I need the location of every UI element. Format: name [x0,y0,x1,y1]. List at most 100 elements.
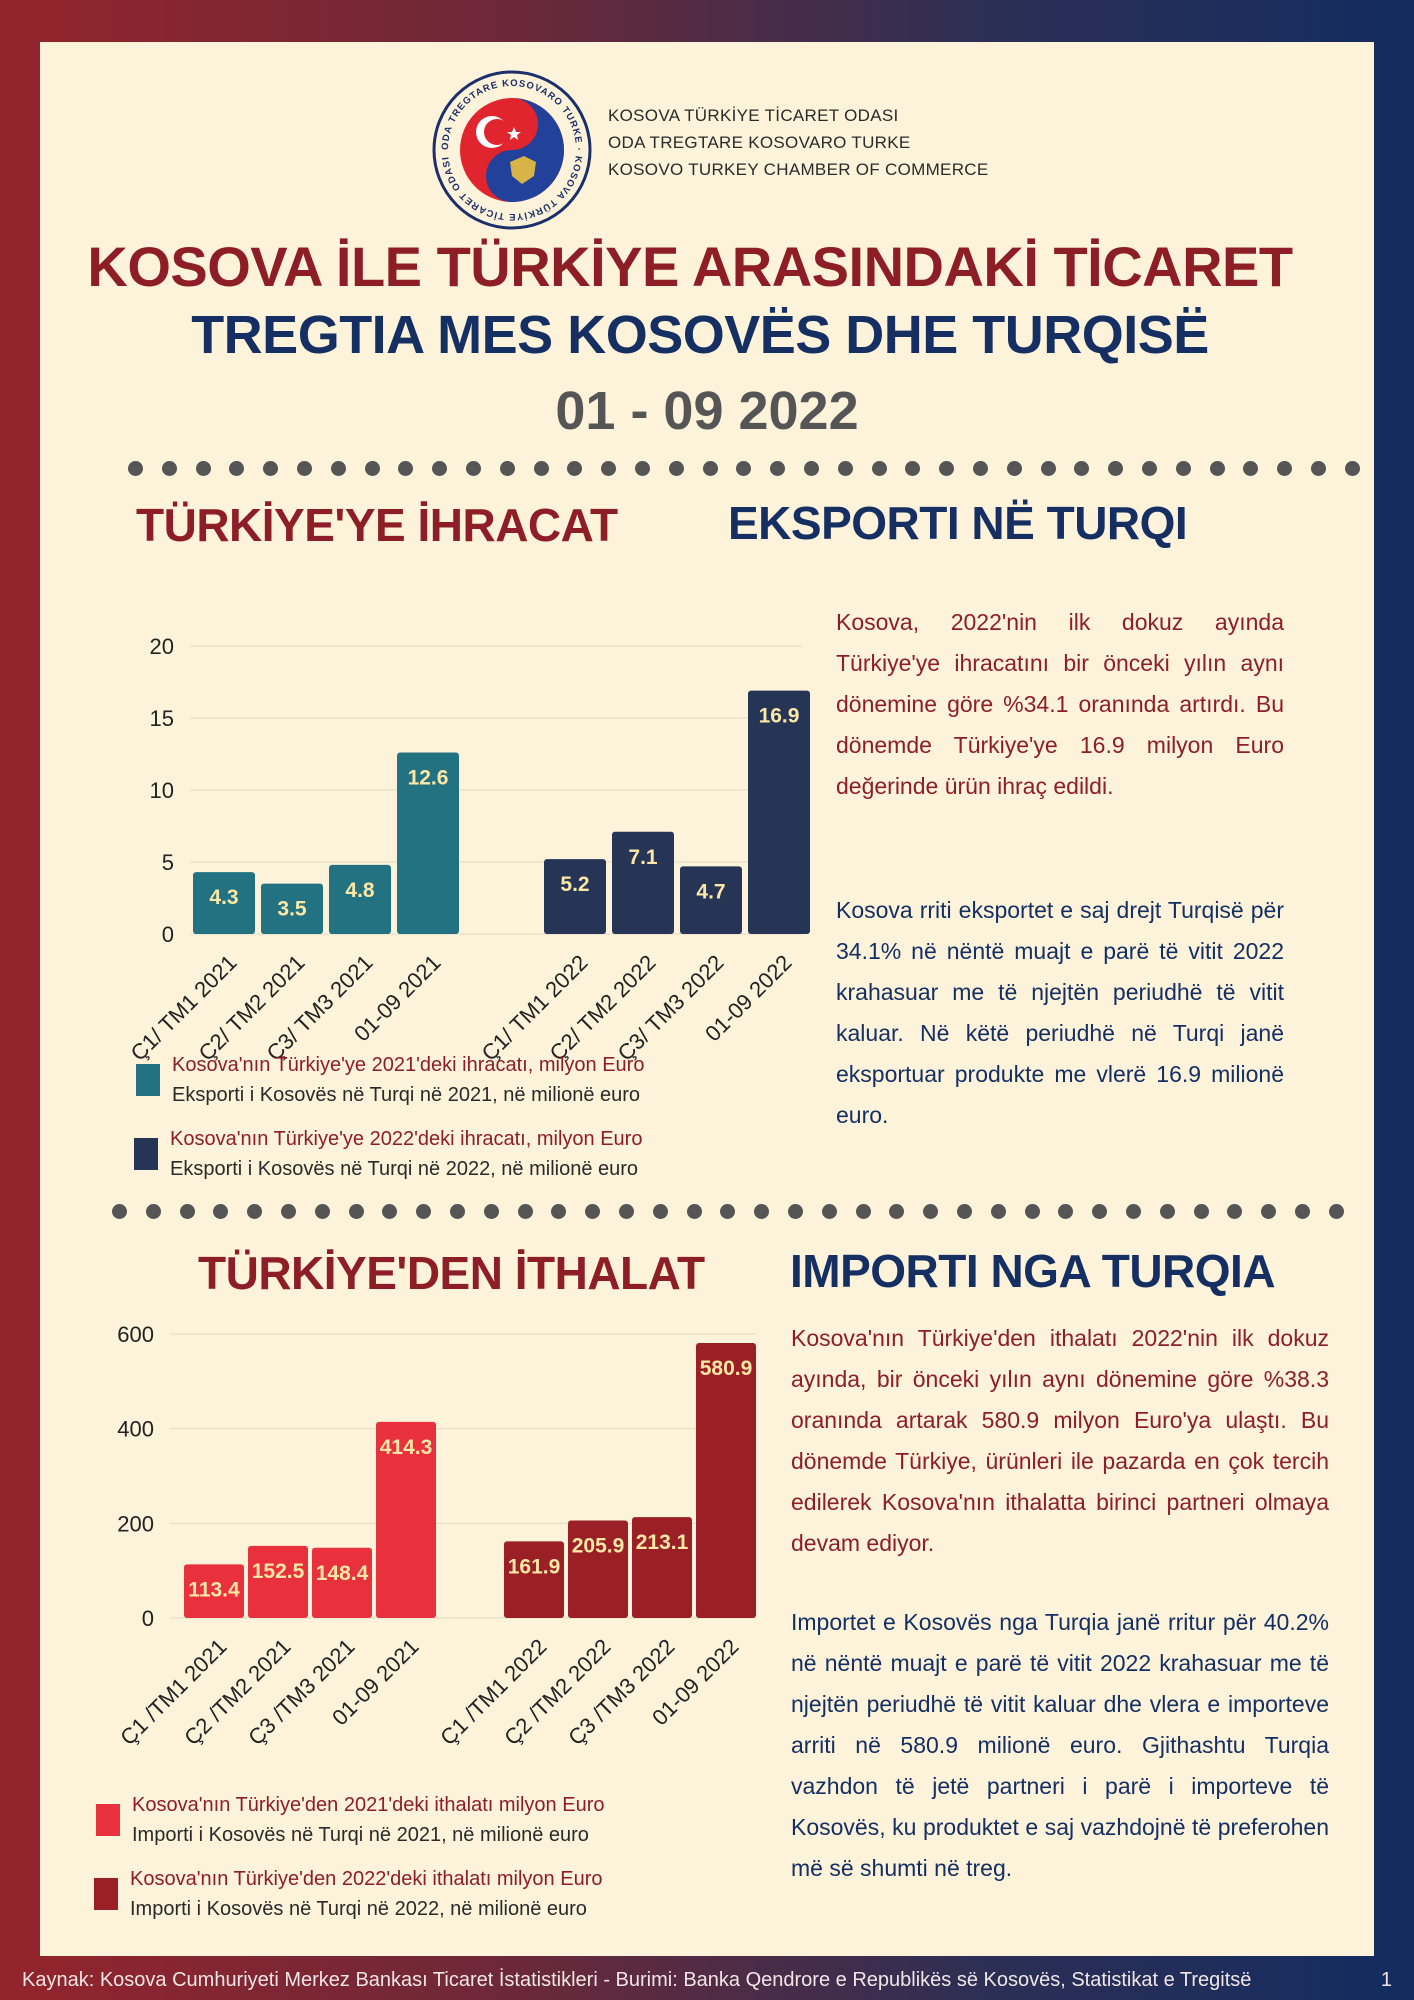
divider-dot [179,1204,195,1219]
divider-dot [1175,461,1191,476]
divider-dot [821,1204,837,1219]
divider-dot [263,461,279,476]
bar [544,859,606,934]
divider-dot [754,1204,770,1219]
bar [312,1547,372,1618]
divider-dot [296,461,312,476]
divider-dot [247,1204,263,1219]
export-title-sq: EKSPORTI NË TURQI [728,497,1188,549]
divider-dot [1310,461,1326,476]
org-names: KOSOVA TÜRKİYE TİCARET ODASI ODA TREGTAR… [608,102,989,183]
export-paragraph-sq: Kosova rriti eksportet e saj drejt Turqi… [836,897,1284,1128]
legend-text-tr: Kosova'nın Türkiye'ye 2022'deki ihracatı… [170,1128,643,1150]
divider-dot [161,461,177,476]
divider-dot [1108,461,1124,476]
divider-dot [449,1204,465,1219]
divider-dot [533,461,549,476]
legend-swatch-import-2021 [96,1804,120,1836]
bar [184,1564,244,1618]
bar-value-label: 4.7 [696,880,725,903]
bar-value-label: 16.9 [759,705,800,728]
import-legend-2021: Kosova'nın Türkiye'den 2021'deki ithalat… [96,1790,604,1850]
bar-value-label: 152.5 [252,1560,305,1583]
divider-dot [1006,461,1022,476]
divider-dot [1058,1204,1074,1219]
bar [680,866,742,934]
org-name-en: KOSOVO TURKEY CHAMBER OF COMMERCE [608,160,989,179]
legend-text-sq: Importi i Kosovës në Turqi në 2022, në m… [130,1898,587,1920]
divider-dot [330,461,346,476]
footer: Kaynak: Kosova Cumhuriyeti Merkez Bankas… [0,1960,1414,2000]
divider-dot [601,461,617,476]
bar [568,1520,628,1618]
divider-dot [145,1204,161,1219]
org-name-tr: KOSOVA TÜRKİYE TİCARET ODASI [608,106,899,125]
divider-dot [736,461,752,476]
divider-dot [1277,461,1293,476]
divider-dot [1209,461,1225,476]
import-paragraph-sq: Importet e Kosovës nga Turqia janë rritu… [791,1609,1329,1881]
divider-dot [803,461,819,476]
bar-value-label: 113.4 [188,1578,240,1601]
divider-dot [668,461,684,476]
y-tick-label: 5 [162,850,174,875]
bar [696,1343,756,1618]
divider-dot [634,461,650,476]
divider-dot [990,1204,1006,1219]
bar [376,1421,436,1618]
divider-dot [348,1204,364,1219]
bar-value-label: 3.5 [277,898,307,921]
period-title: 01 - 09 2022 [555,381,859,441]
legend-text-sq: Eksporti i Kosovës në Turqi në 2021, në … [172,1084,641,1106]
page-number: 1 [1380,1969,1392,1991]
divider-dot [923,1204,939,1219]
divider-dot [770,461,786,476]
bar [248,1545,308,1618]
divider-dot [1344,461,1360,476]
y-tick-label: 0 [162,922,174,947]
divider-dot [889,1204,905,1219]
export-paragraph-tr: Kosova, 2022'nin ilk dokuz ayında Türkiy… [836,609,1284,799]
divider-dot [1092,1204,1108,1219]
content-panel: ODA TREGTARE KOSOVARO TURKE · KOSOVA TÜR… [40,42,1374,1956]
divider-dot [416,1204,432,1219]
bar [612,831,674,934]
import-paragraph-tr: Kosova'nın Türkiye'den ithalatı 2022'nin… [791,1325,1329,1556]
divider-dot [1125,1204,1141,1219]
bar-value-label: 414.3 [380,1436,433,1459]
export-title-tr: TÜRKİYE'YE İHRACAT [136,499,618,551]
bar-value-label: 148.4 [316,1562,369,1585]
bar-value-label: 12.6 [408,767,449,790]
divider-dot [1159,1204,1175,1219]
divider-dot [652,1204,668,1219]
bar-value-label: 161.9 [508,1555,561,1578]
divider-dot [1243,461,1259,476]
divider-dot [1141,461,1157,476]
divider-dot [364,461,380,476]
divider-dot [465,461,481,476]
legend-text-sq: Eksporti i Kosovës në Turqi në 2022, në … [170,1158,639,1180]
divider-dot [1040,461,1056,476]
divider-dot [956,1204,972,1219]
bar [193,872,255,934]
divider-dot [787,1204,803,1219]
bar-value-label: 4.8 [345,879,375,902]
divider-dot [939,461,955,476]
legend-swatch-import-2022 [94,1878,118,1910]
divider-dot [314,1204,330,1219]
divider-dot [398,461,414,476]
legend-text-tr: Kosova'nın Türkiye'den 2021'deki ithalat… [132,1794,605,1816]
divider-dot [618,1204,634,1219]
y-tick-label: 15 [150,706,174,731]
org-name-sq: ODA TREGTARE KOSOVARO TURKE [608,133,911,152]
bar [329,864,391,934]
export-legend-2021: Kosova'nın Türkiye'ye 2021'deki ihracatı… [136,1050,644,1110]
legend-swatch-export-2021 [136,1064,160,1096]
divider-dot [1024,1204,1040,1219]
bar [397,752,459,934]
legend-swatch-export-2022 [134,1138,158,1170]
import-title-tr: TÜRKİYE'DEN İTHALAT [198,1247,705,1299]
bar-value-label: 205.9 [572,1535,625,1558]
divider-dot [1261,1204,1277,1219]
